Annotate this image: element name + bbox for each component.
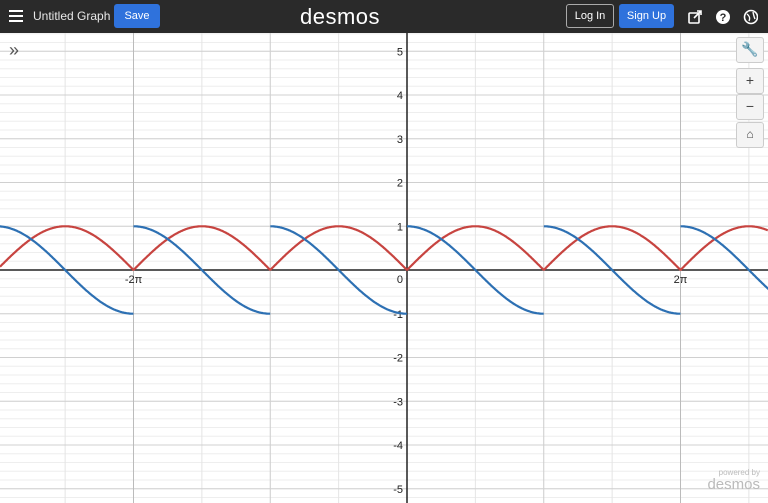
y-tick-label: -3 <box>393 396 403 408</box>
zoom-in-button[interactable]: + <box>736 68 764 94</box>
powered-by-brand: desmos <box>707 476 760 493</box>
powered-by: powered by desmos <box>707 468 760 493</box>
zoom-out-button[interactable]: − <box>736 94 764 120</box>
origin-label: 0 <box>397 274 403 286</box>
powered-by-text: powered by <box>718 468 760 477</box>
share-icon[interactable] <box>688 10 702 24</box>
y-tick-label: 1 <box>397 221 403 233</box>
red-curve <box>0 225 768 271</box>
save-button[interactable]: Save <box>114 4 160 28</box>
logo: desmos <box>300 4 381 29</box>
svg-text:?: ? <box>720 12 727 24</box>
y-tick-label: 3 <box>397 134 403 146</box>
y-tick-label: -4 <box>393 440 403 452</box>
language-icon[interactable] <box>743 9 758 25</box>
y-tick-label: 5 <box>397 46 403 58</box>
x-tick-label: -2π <box>125 274 143 286</box>
x-tick-label: 2π <box>674 274 688 286</box>
home-button[interactable]: ⌂ <box>736 122 764 148</box>
signup-button[interactable]: Sign Up <box>619 4 674 28</box>
blue-curve <box>0 225 768 315</box>
graph-title[interactable]: Untitled Graph <box>33 9 111 23</box>
y-tick-label: 4 <box>397 90 403 102</box>
menu-icon[interactable] <box>9 10 23 22</box>
expand-button[interactable]: » <box>9 40 20 60</box>
header: Untitled Graph Save desmos Log In Sign U… <box>0 0 768 33</box>
help-icon[interactable]: ? <box>716 10 730 24</box>
y-tick-label: -5 <box>393 484 403 496</box>
y-tick-label: 2 <box>397 178 403 190</box>
y-tick-label: -2 <box>393 353 403 365</box>
header-icons: ? <box>688 9 758 25</box>
login-button[interactable]: Log In <box>566 4 614 28</box>
graph-paper[interactable]: 5 4 3 2 1 -1 -2 -3 -4 -5 0 -2π 2π <box>0 33 768 503</box>
y-tick-label: -1 <box>393 309 403 321</box>
settings-button[interactable]: 🔧 <box>736 37 764 63</box>
